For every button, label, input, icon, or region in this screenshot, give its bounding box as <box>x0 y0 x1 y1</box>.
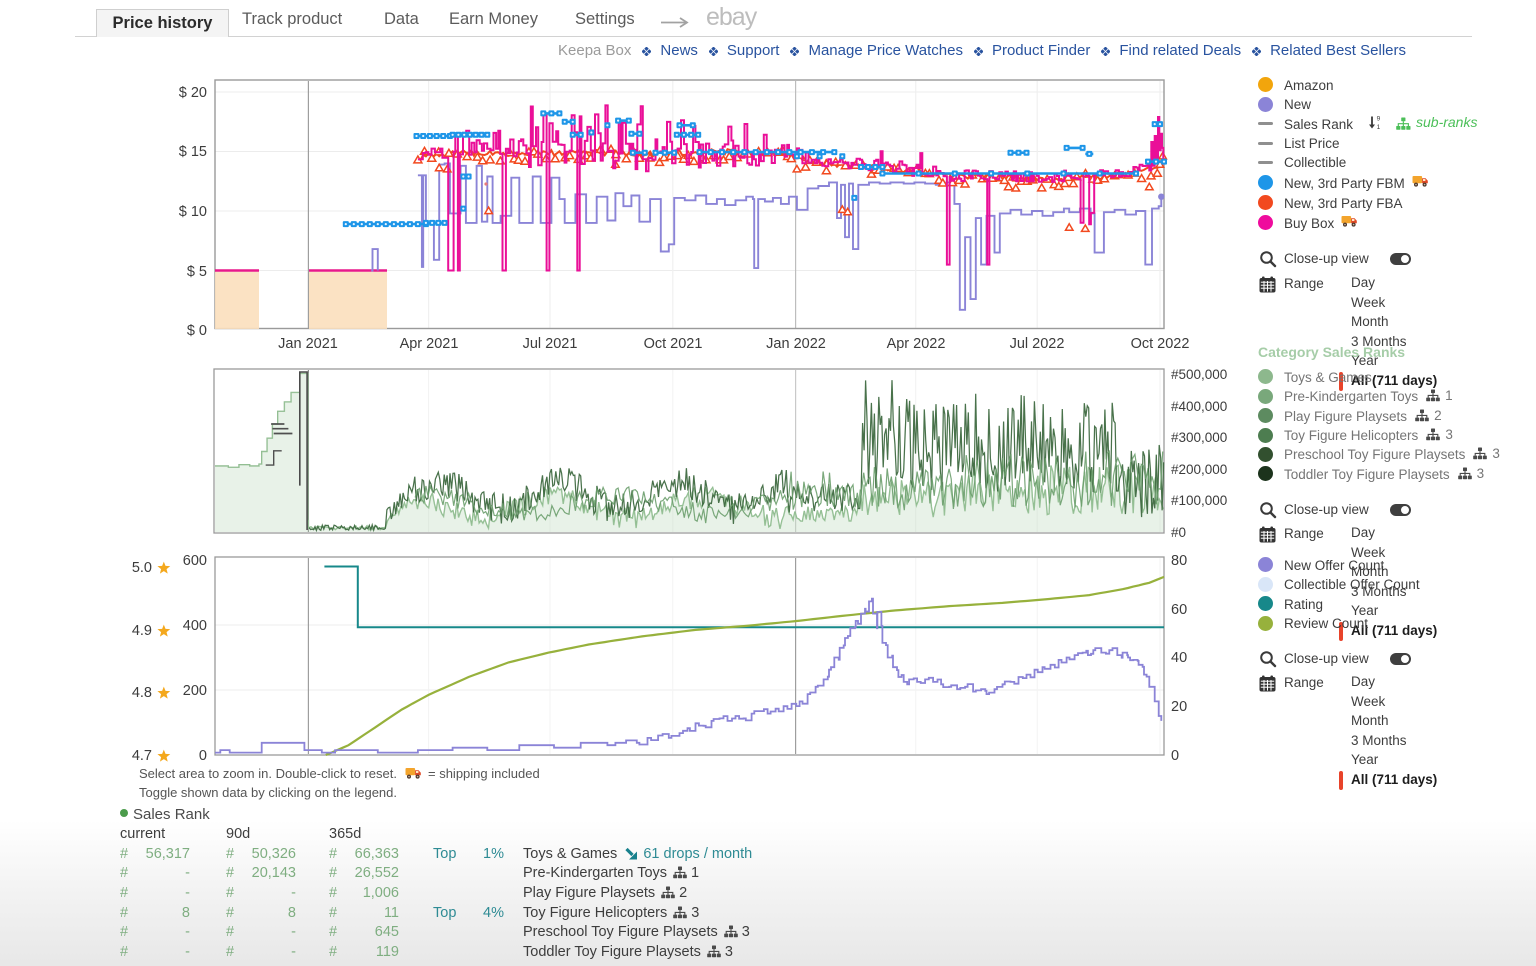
svg-text:20: 20 <box>1171 699 1187 715</box>
svg-text:Apr 2022: Apr 2022 <box>887 336 946 352</box>
svg-text:#200,000: #200,000 <box>1171 462 1227 477</box>
svg-text:80: 80 <box>1171 553 1187 569</box>
svg-text:5.0: 5.0 <box>132 560 152 576</box>
svg-text:0: 0 <box>1171 748 1179 764</box>
svg-text:60: 60 <box>1171 602 1187 618</box>
svg-text:#100,000: #100,000 <box>1171 493 1227 508</box>
svg-text:4.7: 4.7 <box>132 748 152 764</box>
svg-text:$ 20: $ 20 <box>179 85 207 101</box>
svg-text:0: 0 <box>199 748 207 764</box>
svg-text:Apr 2021: Apr 2021 <box>400 336 459 352</box>
svg-text:$ 10: $ 10 <box>179 204 207 220</box>
svg-text:400: 400 <box>183 618 207 634</box>
svg-text:200: 200 <box>183 683 207 699</box>
svg-text:$ 15: $ 15 <box>179 144 207 160</box>
svg-text:9: 9 <box>1377 115 1381 122</box>
svg-text:#400,000: #400,000 <box>1171 399 1227 414</box>
svg-text:#500,000: #500,000 <box>1171 367 1227 382</box>
svg-text:40: 40 <box>1171 650 1187 666</box>
svg-text:4.8: 4.8 <box>132 685 152 701</box>
svg-text:#0: #0 <box>1171 525 1186 540</box>
svg-text:#300,000: #300,000 <box>1171 430 1227 445</box>
svg-text:Jan 2022: Jan 2022 <box>766 336 826 352</box>
svg-text:Jul 2021: Jul 2021 <box>523 336 578 352</box>
svg-text:$ 0: $ 0 <box>187 323 207 339</box>
svg-text:Jul 2022: Jul 2022 <box>1010 336 1065 352</box>
svg-text:600: 600 <box>183 553 207 569</box>
svg-text:Oct 2021: Oct 2021 <box>644 336 703 352</box>
svg-text:1: 1 <box>1377 124 1381 130</box>
svg-text:$ 5: $ 5 <box>187 264 207 280</box>
svg-text:Jan 2021: Jan 2021 <box>278 336 338 352</box>
svg-text:4.9: 4.9 <box>132 623 152 639</box>
svg-text:Oct 2022: Oct 2022 <box>1131 336 1190 352</box>
